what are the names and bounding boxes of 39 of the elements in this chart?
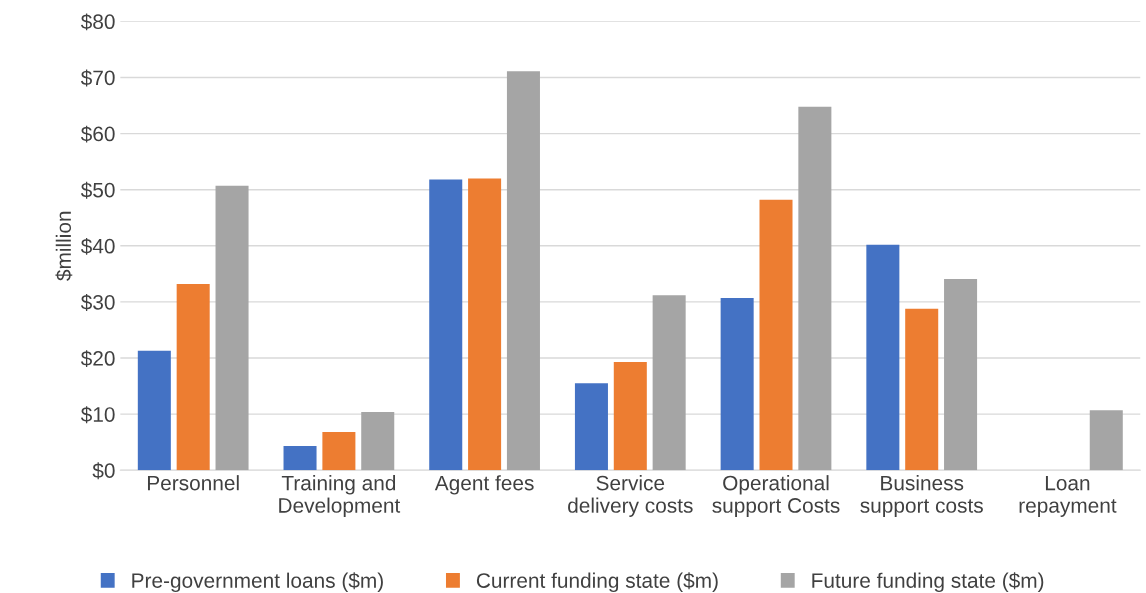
bar <box>322 432 356 471</box>
bar <box>468 178 502 471</box>
y-tick-label: $20 <box>80 350 115 368</box>
bar <box>944 278 978 471</box>
x-tick-label: Business support costs <box>860 475 983 517</box>
x-tick-label: Loan repayment <box>1019 475 1117 517</box>
bar <box>613 361 647 471</box>
y-tick-label: $50 <box>80 181 115 199</box>
legend-label: Future funding state ($m) <box>812 572 1044 593</box>
bar <box>652 295 686 471</box>
y-tick-label: $10 <box>80 406 115 424</box>
bar <box>798 106 832 471</box>
bar <box>905 308 939 471</box>
bar <box>759 199 793 471</box>
legend-label: Current funding state ($m) <box>476 572 718 593</box>
y-tick-label: $60 <box>80 125 115 143</box>
y-tick-label: $80 <box>80 13 115 31</box>
y-tick-label: $70 <box>80 69 115 87</box>
legend-label: Pre-government loans ($m) <box>132 572 383 593</box>
x-tick-label: Personnel <box>147 475 239 491</box>
y-tick-label: $30 <box>80 294 115 311</box>
y-axis-title: $million <box>55 211 73 281</box>
bar <box>866 244 900 471</box>
bar <box>429 179 463 471</box>
y-tick-label: $40 <box>80 237 115 255</box>
bar <box>574 383 608 471</box>
x-tick-label: Training and Development <box>279 475 401 517</box>
bar <box>1089 410 1123 471</box>
bar <box>283 446 317 471</box>
bar <box>137 350 171 471</box>
x-tick-label: Service delivery costs <box>568 475 693 517</box>
bar <box>720 297 754 471</box>
bar <box>361 411 395 471</box>
x-tick-label: Agent fees <box>434 475 534 495</box>
bar <box>506 71 540 471</box>
bar <box>215 185 249 471</box>
y-tick-label: $0 <box>92 462 115 480</box>
x-tick-label: Operational support Costs <box>712 475 840 517</box>
bar <box>176 283 210 471</box>
